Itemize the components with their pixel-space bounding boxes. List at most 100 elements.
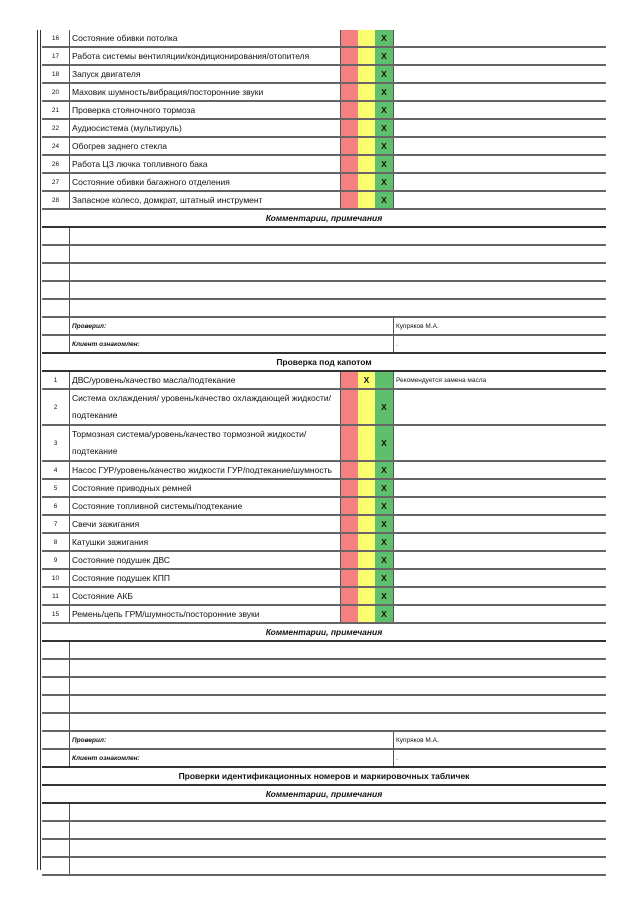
- item-comment[interactable]: [393, 119, 606, 138]
- status-yellow-cell[interactable]: [358, 30, 375, 48]
- status-yellow-cell[interactable]: [358, 497, 375, 516]
- status-yellow-cell[interactable]: [358, 461, 375, 480]
- item-comment[interactable]: [393, 191, 606, 210]
- comment-line[interactable]: [69, 695, 606, 714]
- comment-line[interactable]: [69, 839, 606, 858]
- status-red-cell[interactable]: [340, 605, 358, 624]
- status-yellow-cell[interactable]: X: [358, 371, 375, 390]
- status-yellow-cell[interactable]: [358, 569, 375, 588]
- status-green-cell[interactable]: X: [375, 389, 394, 426]
- status-green-cell[interactable]: X: [375, 605, 394, 624]
- status-yellow-cell[interactable]: [358, 515, 375, 534]
- item-comment[interactable]: [393, 533, 606, 552]
- status-yellow-cell[interactable]: [358, 191, 375, 210]
- status-red-cell[interactable]: [340, 371, 358, 390]
- item-comment[interactable]: [393, 515, 606, 534]
- status-green-cell[interactable]: X: [375, 47, 394, 66]
- status-green-cell[interactable]: X: [375, 65, 394, 84]
- item-comment[interactable]: [393, 569, 606, 588]
- comment-line[interactable]: [69, 803, 606, 822]
- status-red-cell[interactable]: [340, 497, 358, 516]
- status-yellow-cell[interactable]: [358, 425, 375, 462]
- item-comment[interactable]: [393, 587, 606, 606]
- checked-by[interactable]: Купряков М.А.: [393, 317, 606, 336]
- status-green-cell[interactable]: X: [375, 533, 394, 552]
- status-red-cell[interactable]: [340, 101, 358, 120]
- status-red-cell[interactable]: [340, 155, 358, 174]
- status-red-cell[interactable]: [340, 461, 358, 480]
- item-comment[interactable]: [393, 605, 606, 624]
- comment-line[interactable]: [69, 677, 606, 696]
- status-red-cell[interactable]: [340, 47, 358, 66]
- status-red-cell[interactable]: [340, 587, 358, 606]
- status-red-cell[interactable]: [340, 533, 358, 552]
- item-comment[interactable]: [393, 173, 606, 192]
- status-red-cell[interactable]: [340, 65, 358, 84]
- status-yellow-cell[interactable]: [358, 389, 375, 426]
- status-yellow-cell[interactable]: [358, 605, 375, 624]
- status-red-cell[interactable]: [340, 83, 358, 102]
- status-yellow-cell[interactable]: [358, 101, 375, 120]
- status-green-cell[interactable]: X: [375, 83, 394, 102]
- checked-by[interactable]: Купряков М.А.: [393, 731, 606, 750]
- client-signature[interactable]: .: [393, 335, 606, 354]
- item-comment[interactable]: Рекомендуется замена масла: [393, 371, 606, 390]
- item-comment[interactable]: [393, 551, 606, 570]
- status-yellow-cell[interactable]: [358, 551, 375, 570]
- item-comment[interactable]: [393, 101, 606, 120]
- status-red-cell[interactable]: [340, 569, 358, 588]
- item-comment[interactable]: [393, 389, 606, 426]
- item-comment[interactable]: [393, 479, 606, 498]
- status-green-cell[interactable]: X: [375, 191, 394, 210]
- status-yellow-cell[interactable]: [358, 83, 375, 102]
- status-yellow-cell[interactable]: [358, 533, 375, 552]
- status-yellow-cell[interactable]: [358, 173, 375, 192]
- status-yellow-cell[interactable]: [358, 587, 375, 606]
- item-comment[interactable]: [393, 83, 606, 102]
- status-green-cell[interactable]: X: [375, 101, 394, 120]
- status-red-cell[interactable]: [340, 119, 358, 138]
- status-green-cell[interactable]: X: [375, 515, 394, 534]
- status-yellow-cell[interactable]: [358, 155, 375, 174]
- status-red-cell[interactable]: [340, 551, 358, 570]
- item-comment[interactable]: [393, 65, 606, 84]
- status-yellow-cell[interactable]: [358, 137, 375, 156]
- status-red-cell[interactable]: [340, 191, 358, 210]
- item-comment[interactable]: [393, 497, 606, 516]
- status-green-cell[interactable]: X: [375, 425, 394, 462]
- status-red-cell[interactable]: [340, 30, 358, 48]
- status-green-cell[interactable]: [375, 371, 394, 390]
- status-red-cell[interactable]: [340, 515, 358, 534]
- comment-line[interactable]: [69, 713, 606, 732]
- comment-line[interactable]: [69, 245, 606, 264]
- status-yellow-cell[interactable]: [358, 479, 375, 498]
- comment-line[interactable]: [69, 641, 606, 660]
- status-green-cell[interactable]: X: [375, 173, 394, 192]
- status-yellow-cell[interactable]: [358, 47, 375, 66]
- status-green-cell[interactable]: X: [375, 119, 394, 138]
- status-green-cell[interactable]: X: [375, 137, 394, 156]
- status-yellow-cell[interactable]: [358, 119, 375, 138]
- item-comment[interactable]: [393, 30, 606, 48]
- status-red-cell[interactable]: [340, 173, 358, 192]
- status-green-cell[interactable]: X: [375, 569, 394, 588]
- status-green-cell[interactable]: X: [375, 479, 394, 498]
- item-comment[interactable]: [393, 155, 606, 174]
- comment-line[interactable]: [69, 299, 606, 318]
- status-red-cell[interactable]: [340, 137, 358, 156]
- comment-line[interactable]: [69, 659, 606, 678]
- item-comment[interactable]: [393, 425, 606, 462]
- status-red-cell[interactable]: [340, 479, 358, 498]
- comment-line[interactable]: [69, 227, 606, 246]
- item-comment[interactable]: [393, 47, 606, 66]
- status-green-cell[interactable]: X: [375, 551, 394, 570]
- status-yellow-cell[interactable]: [358, 65, 375, 84]
- status-red-cell[interactable]: [340, 425, 358, 462]
- item-comment[interactable]: [393, 137, 606, 156]
- comment-line[interactable]: [69, 821, 606, 840]
- comment-line[interactable]: [69, 263, 606, 282]
- status-green-cell[interactable]: X: [375, 155, 394, 174]
- status-green-cell[interactable]: X: [375, 497, 394, 516]
- status-green-cell[interactable]: X: [375, 30, 394, 48]
- status-green-cell[interactable]: X: [375, 461, 394, 480]
